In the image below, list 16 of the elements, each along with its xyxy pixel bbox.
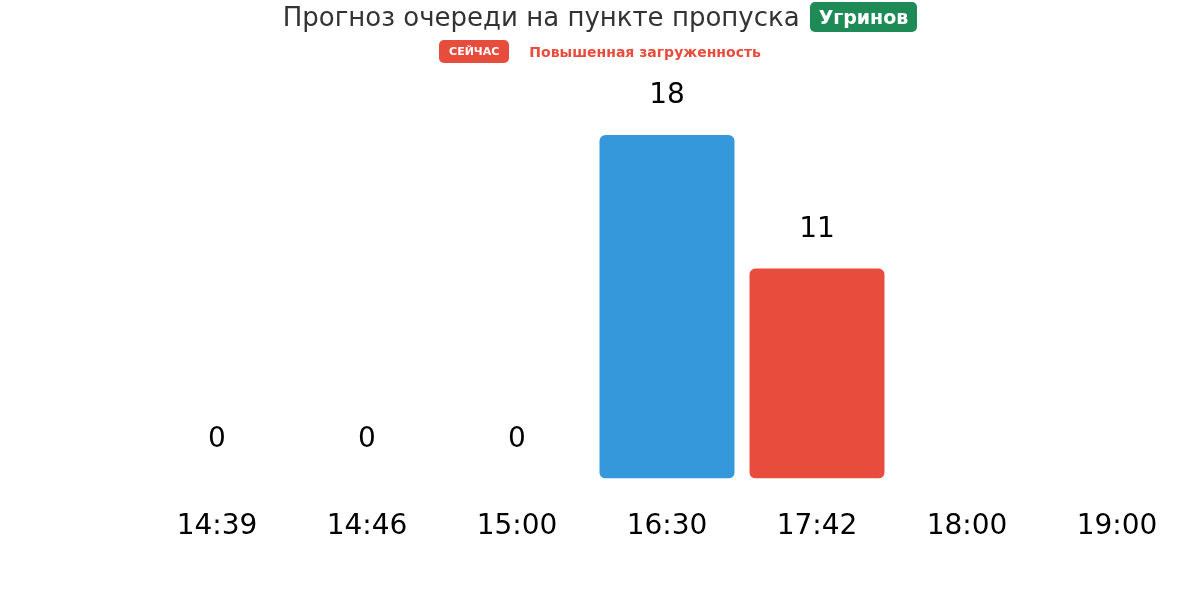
data-label: 11 — [799, 210, 835, 244]
text: Угринов — [809, 2, 918, 32]
data-label: 0 — [208, 420, 226, 454]
x-tick-label: 14:46 — [326, 508, 408, 542]
x-tick-label: 15:00 — [476, 508, 558, 542]
data-label: 18 — [649, 77, 685, 111]
text: Повышенная загруженность — [529, 43, 761, 60]
data-label: 0 — [358, 420, 376, 454]
x-tick-label: 14:39 — [176, 508, 258, 542]
x-tick-label: 16:30 — [626, 508, 708, 542]
x-tick-label: 18:00 — [926, 508, 1008, 542]
chart-title: Прогноз очереди на пункте пропуска — [282, 2, 800, 32]
text: СЕЙЧАС — [439, 40, 510, 63]
x-tick-label: 17:42 — [776, 508, 858, 542]
data-label: 0 — [508, 420, 526, 454]
x-tick-label: 19:00 — [1076, 508, 1158, 542]
